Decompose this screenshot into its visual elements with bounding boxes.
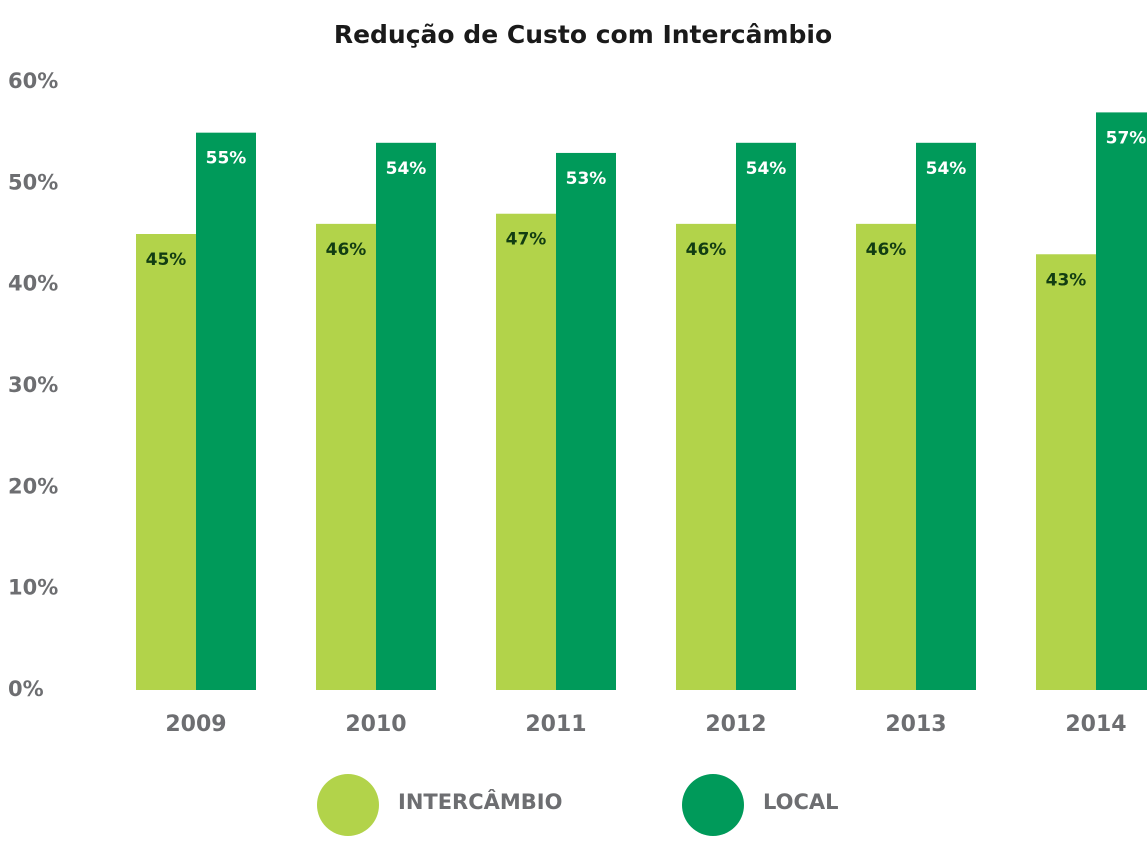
y-tick-label: 30% — [8, 373, 58, 397]
bar — [136, 234, 196, 690]
x-tick-label: 2009 — [165, 712, 226, 737]
bar — [376, 142, 436, 691]
data-label: 46% — [866, 240, 907, 260]
legend-swatch — [682, 774, 744, 836]
data-label: 54% — [746, 159, 787, 179]
data-label: 55% — [206, 149, 247, 169]
x-tick-label: 2013 — [885, 712, 946, 737]
bar — [496, 213, 556, 690]
bar — [196, 132, 256, 690]
data-label: 53% — [566, 169, 607, 189]
x-tick-label: 2014 — [1065, 712, 1126, 737]
bar — [676, 223, 736, 690]
y-tick-label: 20% — [8, 474, 58, 498]
chart-title: Redução de Custo com Intercâmbio — [334, 20, 832, 49]
data-label: 46% — [326, 240, 367, 260]
y-tick-label: 50% — [8, 170, 58, 194]
data-label: 54% — [386, 159, 427, 179]
data-label: 46% — [686, 240, 727, 260]
data-label: 54% — [926, 159, 967, 179]
data-label: 45% — [146, 250, 187, 270]
data-label: 47% — [506, 230, 547, 250]
bar — [316, 223, 376, 690]
y-tick-label: 60% — [8, 69, 58, 93]
bar — [1036, 254, 1096, 690]
y-tick-label: 0% — [8, 677, 44, 701]
legend-swatch — [317, 774, 379, 836]
y-tick-label: 40% — [8, 272, 58, 296]
x-tick-label: 2010 — [345, 712, 406, 737]
bar — [1096, 112, 1147, 690]
legend-label: LOCAL — [763, 790, 839, 814]
bar — [736, 142, 796, 691]
bar — [556, 152, 616, 690]
x-tick-label: 2011 — [525, 712, 586, 737]
data-label: 57% — [1106, 128, 1147, 148]
y-tick-label: 10% — [8, 576, 58, 600]
legend-label: INTERCÂMBIO — [398, 789, 562, 814]
bar — [856, 223, 916, 690]
data-label: 43% — [1046, 270, 1087, 290]
x-tick-label: 2012 — [705, 712, 766, 737]
bar — [916, 142, 976, 691]
